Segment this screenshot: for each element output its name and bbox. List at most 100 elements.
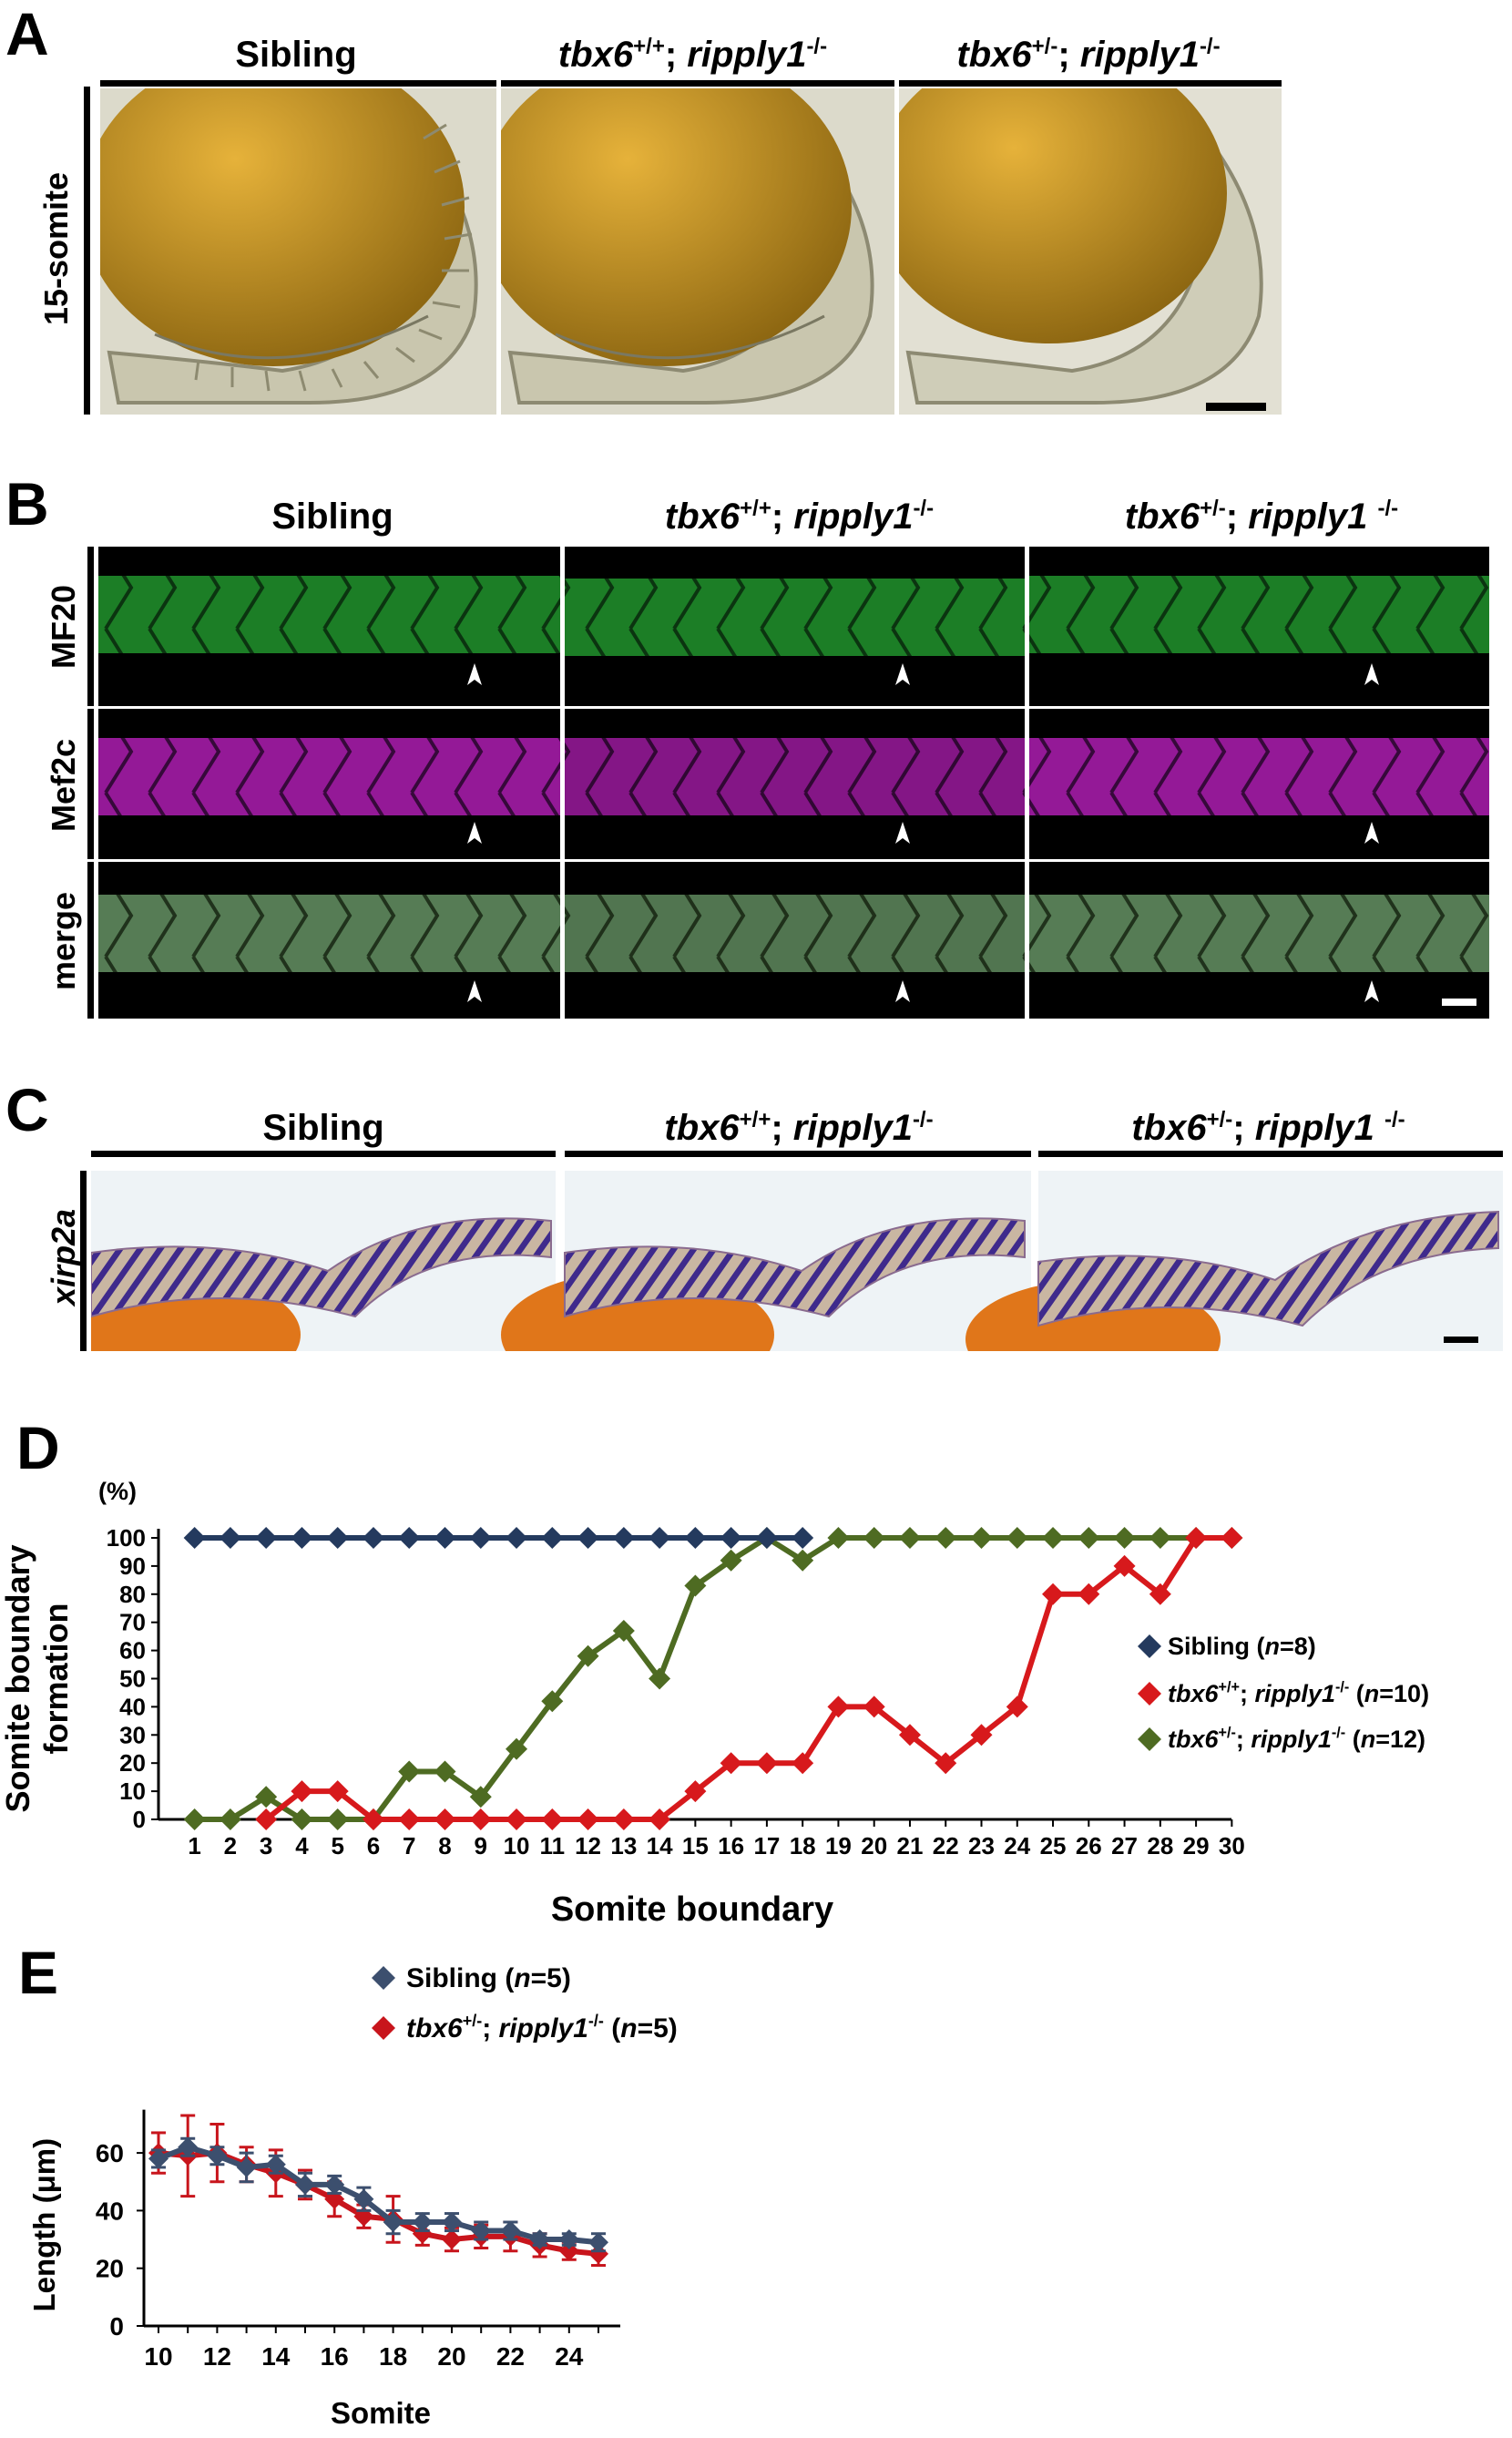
column-bar xyxy=(565,1151,1031,1157)
x-tick-label: 1 xyxy=(188,1832,200,1859)
gene-name: ripply1 xyxy=(1248,497,1378,537)
x-tick-label: 5 xyxy=(331,1832,343,1859)
column-bar xyxy=(899,80,1282,87)
row-label-15-somite: 15-somite xyxy=(37,171,75,326)
genotype-sup: -/- xyxy=(912,1107,934,1132)
data-point xyxy=(265,2154,286,2175)
data-point xyxy=(291,1808,313,1830)
data-point xyxy=(183,1808,206,1830)
y-tick-label: 20 xyxy=(119,1749,146,1777)
data-point xyxy=(469,1527,492,1549)
data-point xyxy=(469,1786,492,1808)
genotype-sup: -/- xyxy=(1384,1107,1405,1132)
y-unit-label: (%) xyxy=(98,1478,137,1505)
legend-label-part: +/- xyxy=(463,2012,483,2030)
data-point xyxy=(471,2220,492,2241)
row-bar xyxy=(84,87,90,415)
legend-label-part xyxy=(604,2013,611,2044)
data-point xyxy=(353,2188,374,2209)
chart-somite-length: 0 20 40 60 10 12 14 16 18 20 22 24 Length (μm) Somite… xyxy=(27,1963,678,2430)
legend-label-part: =5) xyxy=(531,1963,571,1993)
legend-label: tbx6+/+; ripply1-/- (n=10) xyxy=(1168,1679,1429,1707)
data-point xyxy=(935,1527,957,1549)
legend-label-part: tbx6 xyxy=(1168,1680,1220,1707)
legend-label-part xyxy=(1349,1680,1356,1707)
data-point xyxy=(577,1644,599,1667)
column-bar xyxy=(100,80,496,87)
data-point xyxy=(362,1527,384,1549)
x-tick-label: 14 xyxy=(647,1832,673,1859)
legend-label-part: ripply1 xyxy=(499,2013,588,2044)
data-point xyxy=(1221,1527,1243,1549)
x-tick-label: 4 xyxy=(295,1832,309,1859)
legend-label-part: Sibling xyxy=(406,1963,505,1993)
data-point xyxy=(326,1527,349,1549)
column-bar xyxy=(1038,1151,1503,1157)
legend-label-part: +/- xyxy=(1219,1725,1236,1741)
legend-label-part: =10) xyxy=(1379,1680,1429,1707)
panel-a-col-2-heading: tbx6+/+; ripply1-/- xyxy=(499,36,886,73)
legend-label-part: ( xyxy=(505,1963,514,1993)
legend-label-part: -/- xyxy=(1332,1725,1345,1741)
data-point xyxy=(255,1808,278,1830)
data-point xyxy=(1042,1527,1065,1549)
panel-a-col-3-heading: tbx6+/-; ripply1-/- xyxy=(897,36,1280,73)
panel-b-col-2-heading: tbx6+/+; ripply1-/- xyxy=(569,497,1029,537)
y-tick-label: 0 xyxy=(109,2312,124,2341)
legend-label: Sibling (n=8) xyxy=(1168,1633,1316,1660)
data-point xyxy=(558,2229,579,2250)
x-tick-label: 3 xyxy=(260,1832,272,1859)
y-tick-label: 60 xyxy=(96,2139,124,2167)
data-point xyxy=(398,1808,421,1830)
data-point xyxy=(684,1527,707,1549)
column-bar xyxy=(501,80,894,87)
in-situ-image-row xyxy=(91,1171,1503,1351)
x-tick-label: 16 xyxy=(321,2342,349,2371)
gene-name: tbx6 xyxy=(664,497,741,537)
data-point xyxy=(612,1527,635,1549)
x-tick-label: 9 xyxy=(475,1832,487,1859)
data-point xyxy=(792,1549,814,1572)
x-tick-label: 10 xyxy=(504,1832,530,1859)
legend-label-part: ( xyxy=(1356,1680,1364,1707)
data-point xyxy=(792,1752,814,1775)
data-point xyxy=(255,1786,278,1808)
gene-name: tbx6 xyxy=(664,1108,740,1148)
embryo-image-tbx6-wt-ripply1-mut xyxy=(501,88,894,415)
y-tick-label: 80 xyxy=(119,1581,146,1608)
legend-label: Sibling (n=5) xyxy=(406,1963,571,1993)
data-point xyxy=(720,1549,742,1572)
gene-name: ripply1 xyxy=(687,35,807,75)
data-point xyxy=(469,1808,492,1830)
x-tick-label: 15 xyxy=(682,1832,709,1859)
data-point xyxy=(970,1724,993,1747)
row-label-merge: merge xyxy=(45,891,82,991)
legend-label-part: n xyxy=(1265,1633,1281,1660)
legend-label-part: ( xyxy=(1257,1633,1265,1660)
y-axis-title-line: Somite boundary xyxy=(0,1544,36,1812)
genotype-sup: -/- xyxy=(1199,34,1221,59)
x-tick-label: 23 xyxy=(968,1832,995,1859)
data-point xyxy=(291,1780,313,1803)
legend-marker xyxy=(1138,1727,1161,1751)
data-point xyxy=(324,2188,345,2209)
panel-a-col-1-heading: Sibling xyxy=(100,36,492,73)
genotype-sup: -/- xyxy=(1377,496,1399,521)
data-point xyxy=(148,2148,169,2169)
data-point xyxy=(935,1752,957,1775)
data-point xyxy=(649,1527,671,1549)
panel-label-c: C xyxy=(5,1076,49,1143)
gene-name: ripply1 xyxy=(1254,1108,1384,1148)
row-label-mf20: MF20 xyxy=(45,584,82,670)
gene-name: ripply1 xyxy=(793,497,914,537)
legend-marker xyxy=(372,1966,395,1990)
x-tick-label: 12 xyxy=(203,2342,231,2371)
legend-label-part: -/- xyxy=(588,2012,604,2030)
data-point xyxy=(898,1527,921,1549)
y-tick-label: 90 xyxy=(119,1552,146,1580)
legend-label-part: Sibling xyxy=(1168,1633,1257,1660)
data-point xyxy=(506,1737,528,1760)
legend-label-part: =5) xyxy=(638,2013,678,2044)
legend-label-part: n xyxy=(1364,1680,1380,1707)
legend-label-part: ripply1 xyxy=(1254,1680,1335,1707)
